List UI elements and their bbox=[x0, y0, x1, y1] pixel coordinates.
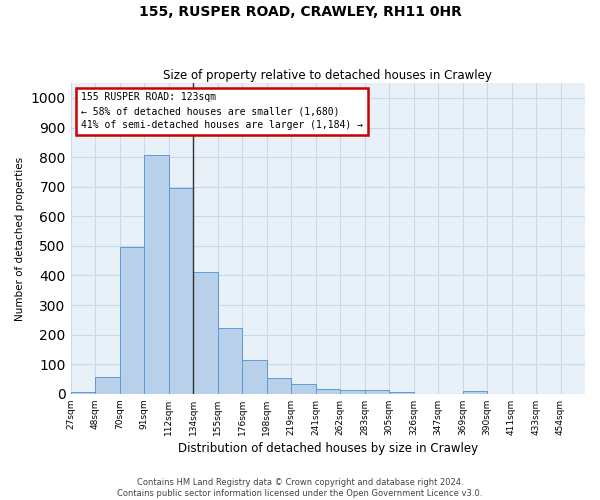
Bar bbox=[365, 390, 389, 394]
Text: 155, RUSPER ROAD, CRAWLEY, RH11 0HR: 155, RUSPER ROAD, CRAWLEY, RH11 0HR bbox=[139, 5, 461, 19]
Y-axis label: Number of detached properties: Number of detached properties bbox=[15, 156, 25, 320]
Text: 155 RUSPER ROAD: 123sqm
← 58% of detached houses are smaller (1,680)
41% of semi: 155 RUSPER ROAD: 123sqm ← 58% of detache… bbox=[81, 92, 363, 130]
Bar bbox=[389, 392, 413, 394]
Bar bbox=[218, 328, 242, 394]
Bar bbox=[169, 188, 193, 394]
Bar bbox=[463, 391, 487, 394]
Title: Size of property relative to detached houses in Crawley: Size of property relative to detached ho… bbox=[163, 69, 492, 82]
Bar bbox=[119, 248, 144, 394]
Bar bbox=[291, 384, 316, 394]
Text: Contains HM Land Registry data © Crown copyright and database right 2024.
Contai: Contains HM Land Registry data © Crown c… bbox=[118, 478, 482, 498]
Bar bbox=[242, 360, 266, 394]
Bar bbox=[316, 390, 340, 394]
Bar bbox=[266, 378, 291, 394]
Bar bbox=[71, 392, 95, 394]
Bar bbox=[95, 376, 119, 394]
Bar bbox=[193, 272, 218, 394]
X-axis label: Distribution of detached houses by size in Crawley: Distribution of detached houses by size … bbox=[178, 442, 478, 455]
Bar bbox=[340, 390, 365, 394]
Bar bbox=[144, 155, 169, 394]
